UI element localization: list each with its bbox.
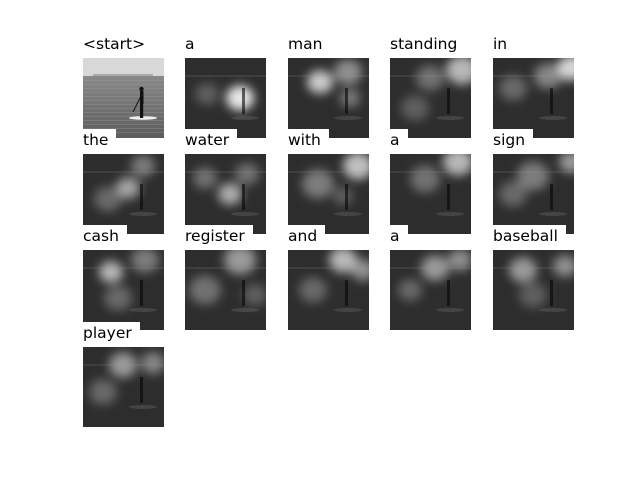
token-word: and bbox=[288, 225, 325, 248]
attention-map bbox=[493, 154, 574, 234]
token-word: standing bbox=[390, 33, 465, 56]
token-cell: man bbox=[288, 58, 369, 138]
token-cell: standing bbox=[390, 58, 471, 138]
token-word: a bbox=[185, 33, 203, 56]
attention-map bbox=[288, 250, 369, 330]
token-word: <start> bbox=[83, 33, 153, 56]
source-photo bbox=[83, 58, 164, 138]
token-word: sign bbox=[493, 129, 533, 152]
token-cell: sign bbox=[493, 154, 574, 234]
token-word: the bbox=[83, 129, 116, 152]
attention-map bbox=[288, 154, 369, 234]
token-cell: player bbox=[83, 347, 164, 427]
attention-map bbox=[185, 154, 266, 234]
attention-map bbox=[390, 250, 471, 330]
token-cell: and bbox=[288, 250, 369, 330]
attention-map bbox=[83, 154, 164, 234]
token-cell: baseball bbox=[493, 250, 574, 330]
token-word: cash bbox=[83, 225, 127, 248]
attention-map bbox=[390, 154, 471, 234]
attention-map bbox=[493, 58, 574, 138]
attention-map bbox=[185, 250, 266, 330]
token-word: a bbox=[390, 129, 408, 152]
attention-map bbox=[288, 58, 369, 138]
token-cell: with bbox=[288, 154, 369, 234]
attention-map bbox=[83, 250, 164, 330]
token-cell: in bbox=[493, 58, 574, 138]
attention-map bbox=[493, 250, 574, 330]
token-word: register bbox=[185, 225, 253, 248]
attention-map bbox=[185, 58, 266, 138]
token-cell: register bbox=[185, 250, 266, 330]
token-cell: a bbox=[390, 154, 471, 234]
token-cell: cash bbox=[83, 250, 164, 330]
token-word: in bbox=[493, 33, 515, 56]
token-cell: the bbox=[83, 154, 164, 234]
attention-map bbox=[83, 347, 164, 427]
token-cell: a bbox=[185, 58, 266, 138]
token-word: a bbox=[390, 225, 408, 248]
token-cell: a bbox=[390, 250, 471, 330]
token-word: with bbox=[288, 129, 329, 152]
token-word: water bbox=[185, 129, 237, 152]
token-word: man bbox=[288, 33, 330, 56]
token-cell: <start> bbox=[83, 58, 164, 138]
attention-map bbox=[390, 58, 471, 138]
token-word: baseball bbox=[493, 225, 566, 248]
token-word: player bbox=[83, 322, 140, 345]
token-cell: water bbox=[185, 154, 266, 234]
